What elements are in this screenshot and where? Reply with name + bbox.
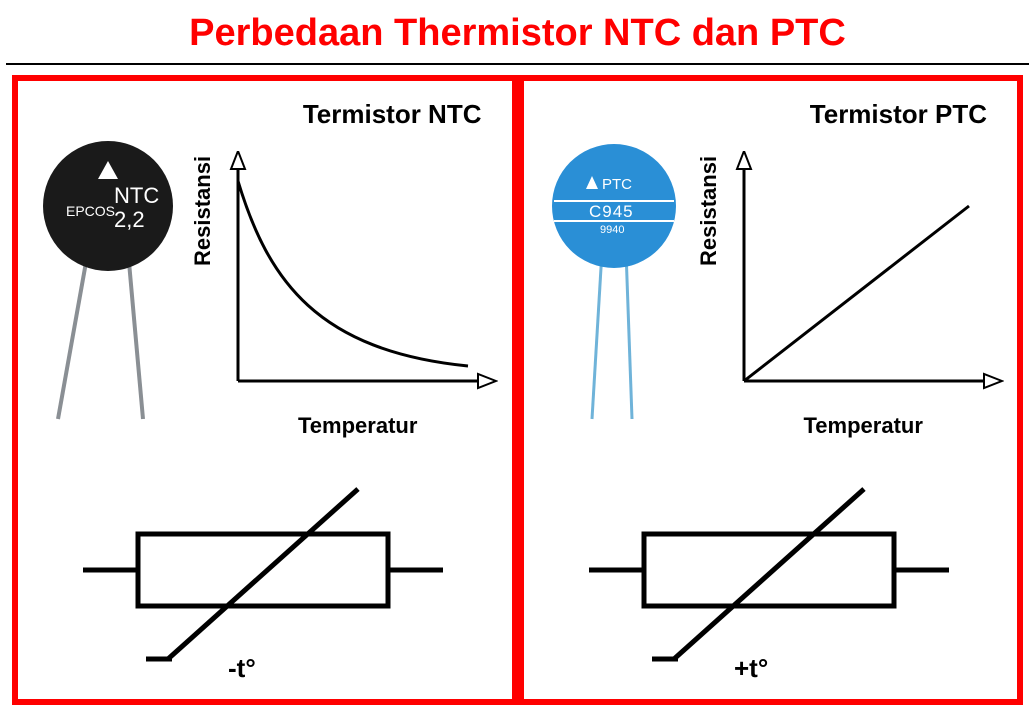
ptc-sym-label: +t° (734, 653, 768, 679)
ntc-curve (238, 181, 468, 366)
ntc-sym-box (138, 534, 388, 606)
ptc-lead-left (592, 251, 602, 419)
ntc-line2-text: 2,2 (114, 207, 145, 232)
ptc-sym-box (644, 534, 894, 606)
ntc-sym-slash (168, 489, 358, 659)
ntc-brand-text: EPCOS (66, 203, 115, 219)
panels-container: Termistor NTC EPCOS NTC 2,2 Resistansi (0, 75, 1035, 705)
ptc-chart: Resistansi Temperatur (714, 151, 1004, 431)
ptc-line3-text: 9940 (600, 224, 624, 236)
page-title: Perbedaan Thermistor NTC dan PTC (0, 0, 1035, 63)
ntc-lead-left (58, 251, 88, 419)
ntc-panel-title: Termistor NTC (303, 99, 482, 130)
ptc-ylabel: Resistansi (696, 156, 722, 266)
ptc-x-arrow-icon (984, 374, 1002, 388)
ptc-y-arrow-icon (737, 151, 751, 169)
ptc-curve (744, 206, 969, 381)
ptc-line1-text: PTC (602, 176, 632, 193)
ntc-line1-text: NTC (114, 183, 159, 208)
ntc-chart: Resistansi Temperatur (208, 151, 498, 431)
ptc-xlabel: Temperatur (804, 413, 923, 439)
ntc-xlabel: Temperatur (298, 413, 417, 439)
ptc-symbol: +t° (584, 479, 954, 679)
ptc-panel-title: Termistor PTC (810, 99, 987, 130)
ntc-x-arrow-icon (478, 374, 496, 388)
ntc-ylabel: Resistansi (190, 156, 216, 266)
ntc-sym-label: -t° (228, 653, 256, 679)
ntc-panel: Termistor NTC EPCOS NTC 2,2 Resistansi (12, 75, 518, 705)
ptc-lead-right (626, 251, 632, 419)
ntc-component: EPCOS NTC 2,2 (28, 131, 193, 421)
ntc-y-arrow-icon (231, 151, 245, 169)
ptc-component: PTC C945 9940 (534, 131, 699, 421)
ptc-panel: Termistor PTC PTC C945 9940 (518, 75, 1024, 705)
ntc-lead-right (128, 251, 143, 419)
ptc-sym-slash (674, 489, 864, 659)
ntc-symbol: -t° (78, 479, 448, 679)
ptc-line2-text: C945 (589, 202, 634, 221)
divider (6, 63, 1029, 65)
